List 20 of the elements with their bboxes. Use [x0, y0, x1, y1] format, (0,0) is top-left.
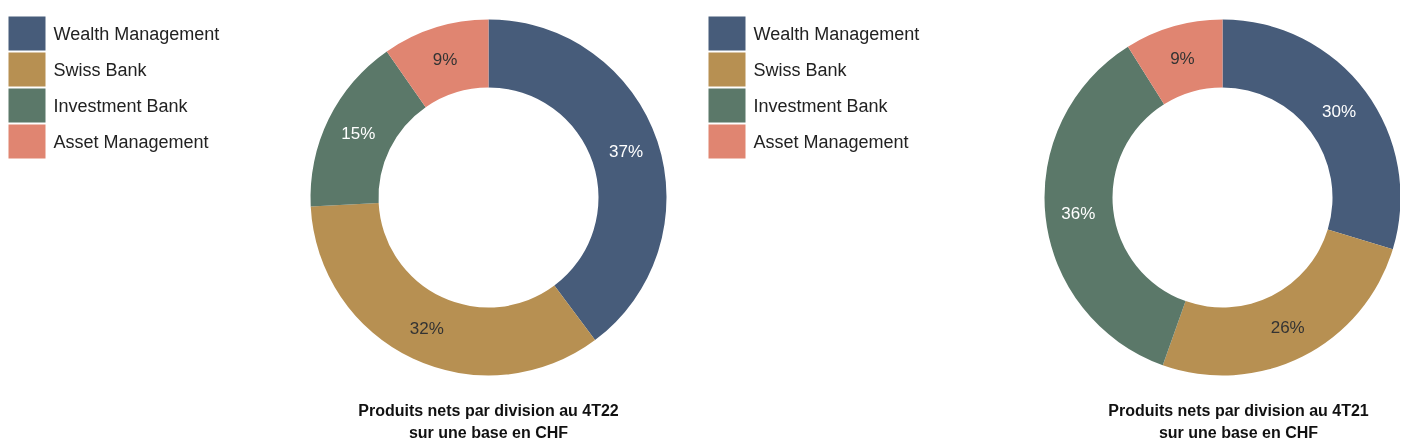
- data-label: 30%: [1321, 101, 1357, 121]
- data-label: 36%: [1061, 203, 1096, 223]
- legend-label: Wealth Management: [53, 23, 220, 44]
- text: sur une base en CHF: [1158, 424, 1319, 441]
- text: Produits nets par division au 4T21: [1108, 402, 1369, 419]
- data-label: 37%: [609, 142, 644, 162]
- text: sur une base en CHF: [408, 424, 569, 441]
- legend-label: Asset Management: [53, 131, 209, 152]
- legend-label: Investment Bank: [753, 95, 889, 116]
- legend-label: Swiss Bank: [753, 59, 848, 80]
- data-label: 9%: [1170, 48, 1195, 68]
- legend-label: Wealth Management: [753, 23, 920, 44]
- legend-label: Investment Bank: [53, 95, 189, 116]
- data-label: 15%: [341, 124, 376, 144]
- text: Produits nets par division au 4T22: [358, 402, 619, 419]
- data-label: 9%: [432, 49, 458, 69]
- data-label: 32%: [409, 319, 444, 339]
- legend-label: Asset Management: [753, 131, 909, 152]
- data-label: 26%: [1270, 317, 1305, 337]
- legend-label: Swiss Bank: [53, 59, 148, 80]
